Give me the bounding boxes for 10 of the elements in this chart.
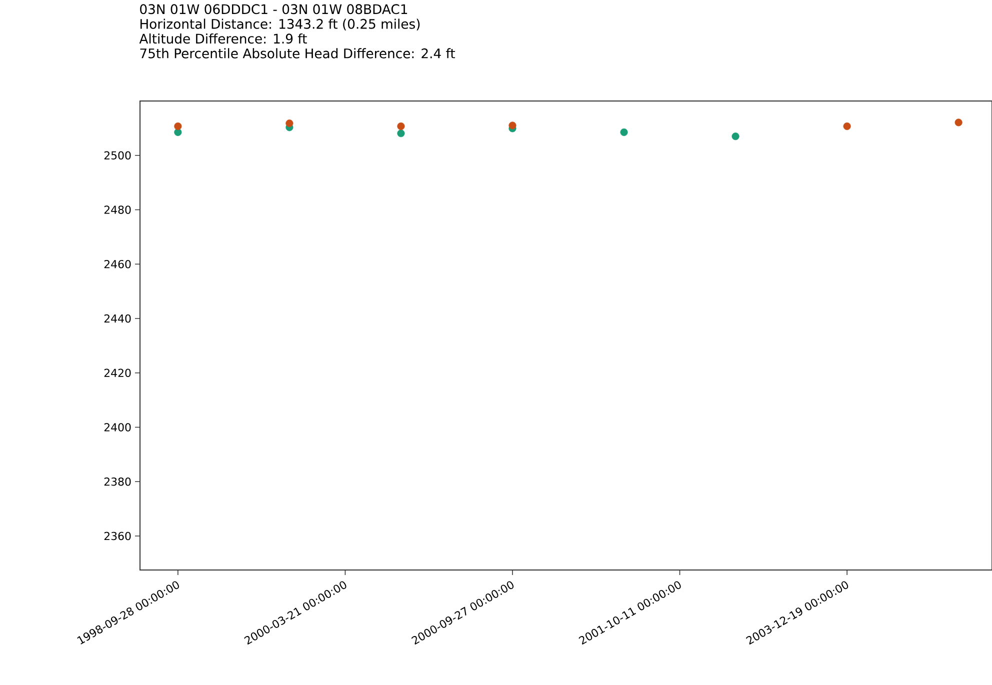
y-tick-label: 2460 bbox=[104, 260, 131, 268]
y-tick-label: 2360 bbox=[104, 532, 131, 540]
y-tick-label: 2440 bbox=[104, 314, 131, 323]
chart-title: 03N 01W 06DDDC1 - 03N 01W 08BDAC1 bbox=[140, 4, 408, 14]
chart-subtitle: Horizontal Distance: 1343.2 ft (0.25 miles) Altitude Difference: 1.9 ft 75th Percentile Absolute Head Difference: 2.4 ft bbox=[139, 18, 456, 58]
y-tick-label: 2480 bbox=[104, 206, 131, 214]
y-tick-label: 2500 bbox=[104, 151, 131, 160]
y-tick-label: 2420 bbox=[104, 368, 131, 378]
y-tick-label: 2400 bbox=[104, 423, 131, 432]
y-tick-label: 2380 bbox=[104, 477, 131, 486]
